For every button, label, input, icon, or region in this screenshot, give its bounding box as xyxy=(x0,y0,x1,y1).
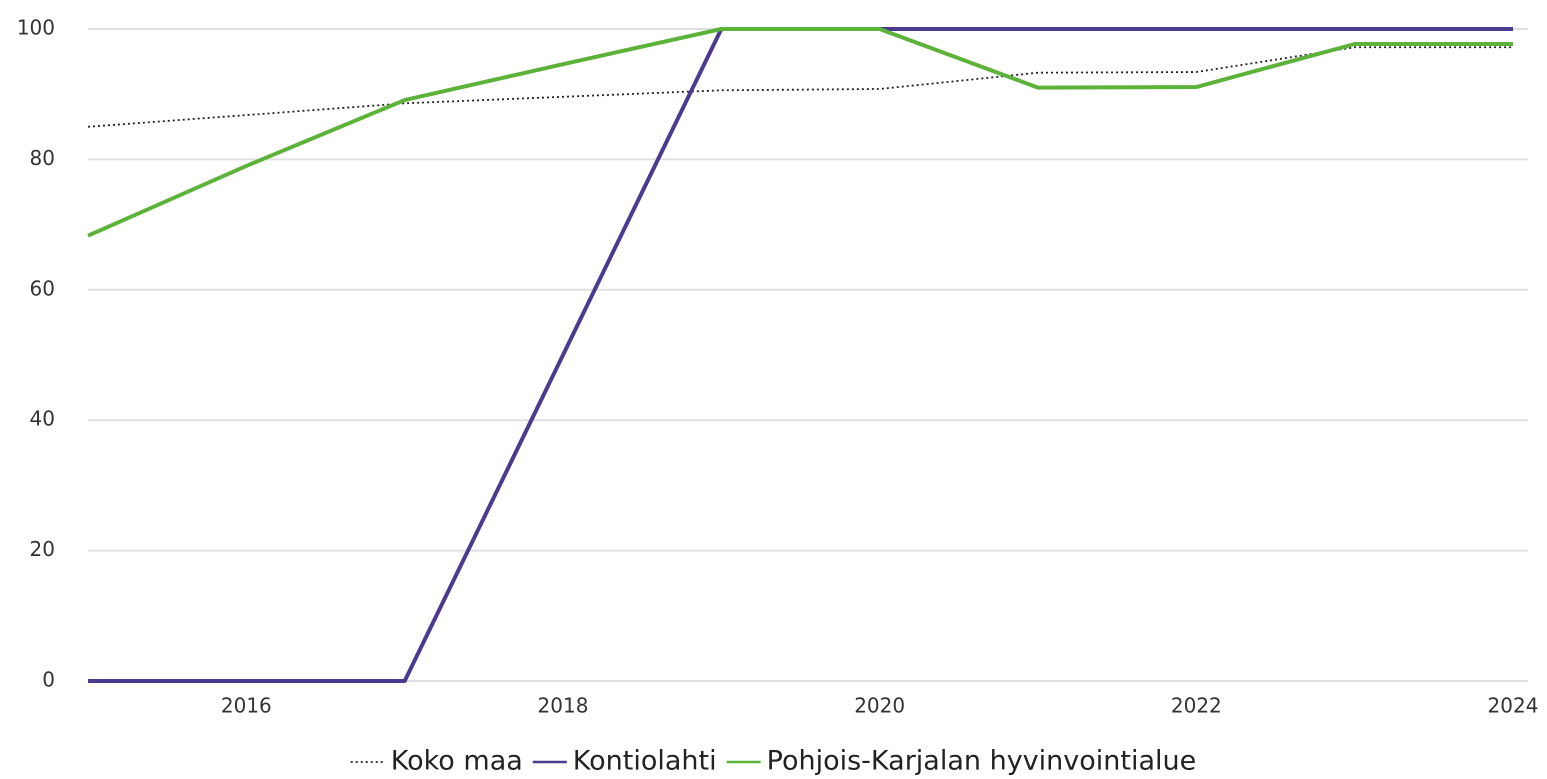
legend-label: Pohjois-Karjalan hyvinvointialue xyxy=(767,746,1197,777)
y-tick-label: 40 xyxy=(30,407,55,431)
y-tick-label: 20 xyxy=(30,537,55,561)
legend-label: Kontiolahti xyxy=(573,746,717,777)
x-tick-label: 2016 xyxy=(221,694,272,718)
series-line xyxy=(87,46,1513,128)
y-tick-label: 60 xyxy=(30,276,55,300)
y-tick-label: 0 xyxy=(42,668,55,692)
y-tick-label: 100 xyxy=(17,16,55,40)
x-tick-label: 2024 xyxy=(1488,694,1539,718)
x-tick-label: 2018 xyxy=(538,694,589,718)
x-tick-label: 2020 xyxy=(854,694,905,718)
x-tick-label: 2022 xyxy=(1171,694,1222,718)
legend-label: Koko maa xyxy=(391,746,523,777)
series-line xyxy=(88,27,1513,683)
y-tick-label: 80 xyxy=(30,146,55,170)
series-line xyxy=(87,27,1513,238)
